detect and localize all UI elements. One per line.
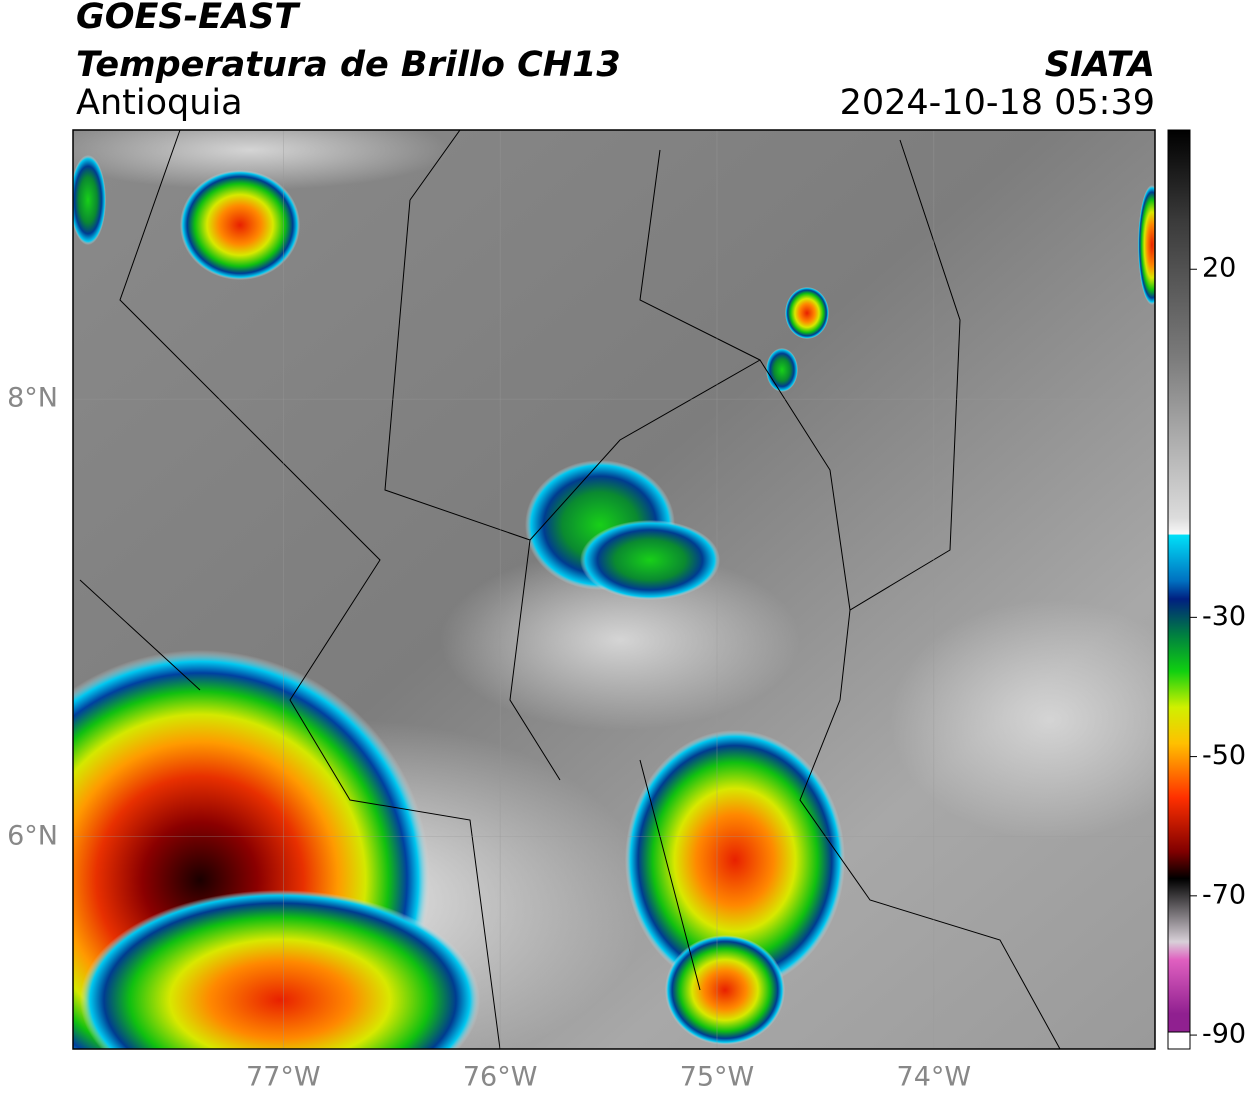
x-tick-label: 75°W bbox=[680, 1062, 755, 1093]
colorbar-frame bbox=[1167, 129, 1191, 1050]
colorbar-under bbox=[1167, 1031, 1191, 1050]
x-tick-label: 74°W bbox=[897, 1062, 972, 1093]
region: Antioquia bbox=[76, 83, 243, 123]
subtitle: Temperatura de Brillo CH13 bbox=[76, 45, 621, 85]
y-tick-label: 8°N bbox=[7, 383, 58, 414]
grid bbox=[73, 130, 1155, 1049]
map-frame bbox=[72, 129, 1156, 1050]
satellite-image bbox=[73, 130, 1155, 1049]
colorbar-tick-label: -30 bbox=[1202, 601, 1246, 632]
colorbar bbox=[1168, 130, 1190, 1032]
datetime: 2024-10-18 05:39 bbox=[840, 83, 1155, 123]
colorbar-tick-label: -70 bbox=[1202, 879, 1246, 910]
colorbar-tick-label: -50 bbox=[1202, 740, 1246, 771]
title: GOES-EAST bbox=[76, 0, 301, 37]
source: SIATA bbox=[1045, 45, 1155, 85]
x-tick-label: 77°W bbox=[246, 1062, 321, 1093]
colorbar-tick-label: 20 bbox=[1202, 253, 1236, 284]
y-tick-label: 6°N bbox=[7, 820, 58, 851]
colorbar-tick-label: -90 bbox=[1202, 1019, 1246, 1050]
x-tick-label: 76°W bbox=[463, 1062, 538, 1093]
